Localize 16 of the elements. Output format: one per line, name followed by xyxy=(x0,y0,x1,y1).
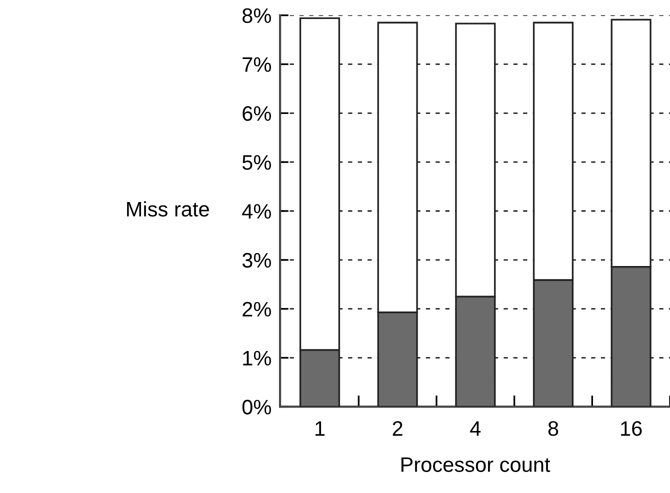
x-tick-label: 2 xyxy=(392,421,402,436)
y-tick-label: 3% xyxy=(242,252,271,268)
x-tick-label: 16 xyxy=(621,421,642,436)
y-tick-label: 7% xyxy=(242,57,271,72)
y-tick-label: 0% xyxy=(242,400,271,414)
y-tick-label: 6% xyxy=(242,106,271,121)
x-axis-title: Processor count xyxy=(401,457,550,472)
y-tick-label: 4% xyxy=(242,204,271,219)
x-tick-label: 4 xyxy=(470,421,481,436)
x-tick-label: 1 xyxy=(316,421,325,436)
y-tick-label: 2% xyxy=(242,302,271,317)
y-axis-title: Miss rate xyxy=(127,201,209,217)
y-tick-label: 1% xyxy=(243,350,271,366)
y-tick-label: 8% xyxy=(242,8,271,24)
x-tick-label: 8 xyxy=(548,421,558,436)
y-tick-label: 5% xyxy=(242,155,271,170)
